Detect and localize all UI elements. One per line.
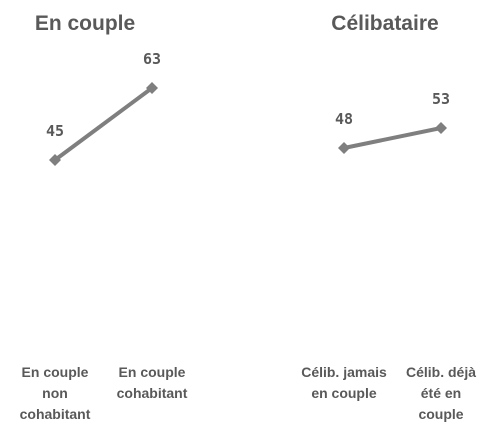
marker <box>146 82 158 94</box>
x-tick-label: En couple cohabitant <box>116 364 188 401</box>
value-label: 45 <box>46 122 64 140</box>
value-label: 63 <box>143 50 161 68</box>
line <box>53 86 154 162</box>
panel-title: En couple <box>35 12 135 35</box>
marker <box>435 122 447 134</box>
panel-title: Célibataire <box>331 12 438 35</box>
marker <box>338 142 350 154</box>
x-tick-label: Célib. déjà été en couple <box>405 364 477 422</box>
value-label: 48 <box>335 110 353 128</box>
value-label: 53 <box>432 90 450 108</box>
x-tick-label: Célib. jamais en couple <box>301 364 387 401</box>
x-tick-label: En couple non cohabitant <box>19 364 91 422</box>
marker <box>49 154 61 166</box>
line <box>343 126 442 150</box>
